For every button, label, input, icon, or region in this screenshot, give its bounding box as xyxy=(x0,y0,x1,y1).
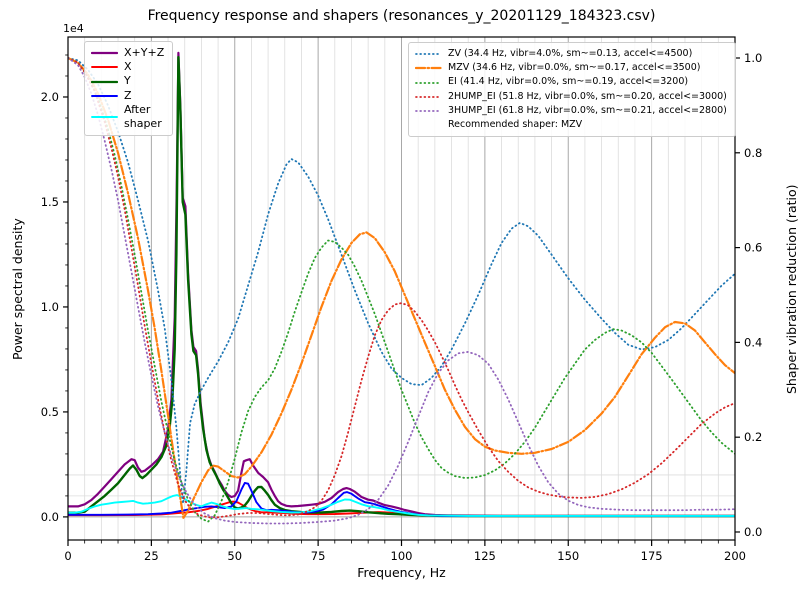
axis-ticks xyxy=(63,54,740,546)
legend-item-x: X xyxy=(91,60,164,74)
legend-item-label: 3HUMP_EI (61.8 Hz, vibr=0.0%, sm~=0.21, … xyxy=(448,104,727,116)
legend-psd: X+Y+Z X Y Z After shaper xyxy=(84,41,174,137)
shaper_series-line-icon xyxy=(415,62,442,74)
psd_series-line-icon xyxy=(91,90,118,102)
x-tick-label: 100 xyxy=(391,549,413,563)
y-right-tick-label: 0.8 xyxy=(744,146,762,160)
x-tick-label: 150 xyxy=(557,549,579,563)
y-left-tick-label: 1.5 xyxy=(41,195,59,209)
x-tick-label: 0 xyxy=(64,549,71,563)
y-right-tick-label: 1.0 xyxy=(744,51,762,65)
x-tick-label: 125 xyxy=(474,549,496,563)
legend-item-label: ZV (34.4 Hz, vibr=4.0%, sm~=0.13, accel<… xyxy=(448,48,693,59)
series-shaper-mzv xyxy=(68,56,735,519)
y-left-tick-label: 2.0 xyxy=(41,90,59,104)
recommended-shaper-note: Recommended shaper: MZV xyxy=(448,119,583,131)
shaper_series-line-icon xyxy=(415,105,442,117)
psd_series-line-icon xyxy=(91,61,118,73)
y-right-tick-label: 0.6 xyxy=(744,241,762,255)
legend-item-ei: EI (41.4 Hz, vibr=0.0%, sm~=0.19, accel<… xyxy=(415,75,727,89)
x-tick-label: 50 xyxy=(227,549,242,563)
chart-title: Frequency response and shapers (resonanc… xyxy=(147,8,656,24)
y-axis-left-label: Power spectral density xyxy=(10,217,25,360)
legend-item-label: MZV (34.6 Hz, vibr=0.0%, sm~=0.17, accel… xyxy=(448,62,701,74)
y-axis-right-label: Shaper vibration reduction (ratio) xyxy=(784,183,799,394)
series-psd-y xyxy=(68,55,735,518)
y-right-tick-label: 0.0 xyxy=(744,525,762,539)
y-axis-offset-text: 1e4 xyxy=(63,22,84,35)
grid-minor xyxy=(68,37,735,540)
shaper_series-line-icon xyxy=(415,77,442,89)
psd_series-line-icon xyxy=(91,111,118,123)
legend-item-label: EI (41.4 Hz, vibr=0.0%, sm~=0.19, accel<… xyxy=(448,76,689,88)
series-shaper-ei xyxy=(68,57,735,523)
psd_series-line-icon xyxy=(91,76,118,88)
series-shaper-zv xyxy=(68,57,735,505)
shaper_series-line-icon xyxy=(415,91,442,103)
series-shaper-2hump-ei xyxy=(68,57,735,519)
x-axis-label: Frequency, Hz xyxy=(357,565,446,580)
shaper_series-line-icon xyxy=(415,48,442,60)
legend-item-label: Y xyxy=(124,74,131,88)
legend-item-label: 2HUMP_EI (51.8 Hz, vibr=0.0%, sm~=0.20, … xyxy=(448,90,727,102)
legend-shapers: ZV (34.4 Hz, vibr=4.0%, sm~=0.13, accel<… xyxy=(408,42,736,138)
legend-item-zv: ZV (34.4 Hz, vibr=4.0%, sm~=0.13, accel<… xyxy=(415,47,727,61)
y-right-tick-label: 0.4 xyxy=(744,335,762,349)
legend-item-label: After shaper xyxy=(124,102,162,131)
legend-item-mzv: MZV (34.6 Hz, vibr=0.0%, sm~=0.17, accel… xyxy=(415,61,727,75)
legend-item-after-shaper: After shaper xyxy=(91,103,164,131)
legend-item-z: Z xyxy=(91,89,164,103)
legend-item-label: X xyxy=(124,60,132,74)
legend-item-label: Z xyxy=(124,88,132,102)
legend-item-2hump-ei: 2HUMP_EI (51.8 Hz, vibr=0.0%, sm~=0.20, … xyxy=(415,90,727,104)
legend-item-3hump-ei: 3HUMP_EI (61.8 Hz, vibr=0.0%, sm~=0.21, … xyxy=(415,104,727,118)
x-tick-label: 175 xyxy=(641,549,663,563)
y-right-tick-label: 0.2 xyxy=(744,430,762,444)
series-psd-x-y-z xyxy=(68,51,735,518)
curves xyxy=(68,51,735,525)
legend-item-y: Y xyxy=(91,74,164,88)
y-left-tick-label: 0.5 xyxy=(41,405,59,419)
y-left-tick-label: 1.0 xyxy=(41,300,59,314)
y-left-tick-label: 0.0 xyxy=(41,510,59,524)
tick-labels: 0 25 50 75 100 125 150 175 200 0.0 0.5 1.0 1.5 2.0 0.0… xyxy=(41,51,763,563)
legend-item-x-y-z: X+Y+Z xyxy=(91,46,164,60)
x-tick-label: 200 xyxy=(724,549,746,563)
x-tick-label: 75 xyxy=(311,549,326,563)
psd_series-line-icon xyxy=(91,47,118,59)
x-tick-label: 25 xyxy=(144,549,159,563)
series-shaper-3hump-ei xyxy=(68,57,735,525)
legend-item-label: X+Y+Z xyxy=(124,46,165,59)
series-psd-after-shaper xyxy=(68,494,735,517)
